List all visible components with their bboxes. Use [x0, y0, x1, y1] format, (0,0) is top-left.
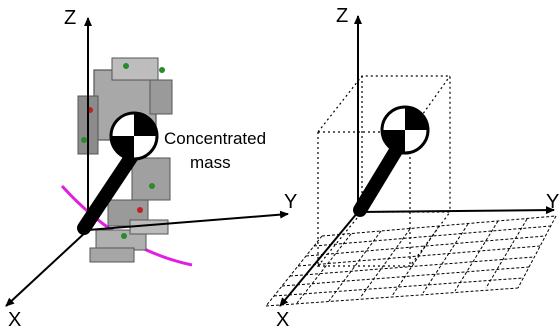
concentrated-mass-label-line1: Concentrated: [164, 129, 266, 148]
right-x-axis-line: [279, 211, 359, 307]
ground-grid: [265, 215, 557, 307]
concentrated-mass-icon: [109, 111, 159, 161]
right-concentrated-mass-icon: [380, 105, 430, 155]
concentrated-mass-label-line2: mass: [190, 153, 231, 172]
right-x-axis-label: X: [276, 309, 289, 328]
right-y-axis-label: Y: [546, 191, 559, 213]
pendulum-rod: [77, 143, 143, 235]
right-pendulum-rod: [353, 137, 407, 217]
y-axis-label: Y: [284, 191, 297, 213]
x-axis-line: [5, 229, 89, 307]
mass-projection-box: [316, 75, 452, 267]
left-panel: Z Y X Concentrated mass: [5, 7, 297, 328]
y-axis-line: [87, 210, 289, 231]
x-axis-label: X: [8, 309, 21, 328]
right-panel: Z Y X: [265, 5, 559, 328]
z-axis-label: Z: [64, 7, 76, 29]
right-z-axis-label: Z: [336, 5, 348, 27]
right-y-axis-line: [357, 206, 555, 215]
